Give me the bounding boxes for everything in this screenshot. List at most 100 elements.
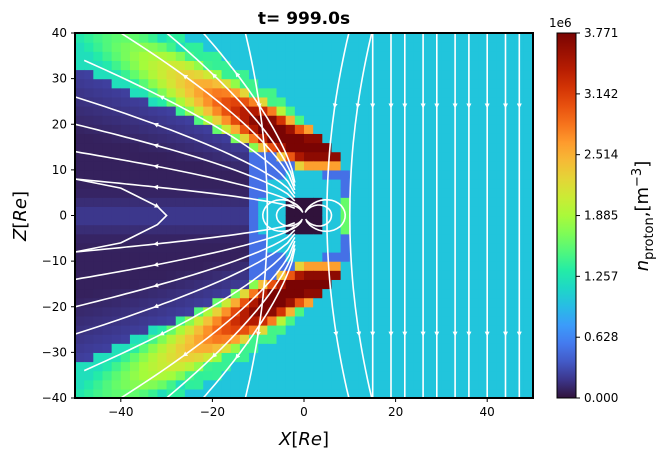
density-cell xyxy=(331,69,342,80)
streamline xyxy=(74,178,168,253)
density-cell xyxy=(203,270,213,280)
density-cell xyxy=(120,106,131,116)
density-cell xyxy=(75,60,85,71)
density-cell xyxy=(423,133,433,144)
density-cell xyxy=(75,252,85,262)
density-cell xyxy=(157,306,168,317)
density-cell xyxy=(267,352,278,363)
density-cell xyxy=(221,60,232,71)
density-cell xyxy=(505,261,516,271)
density-cell xyxy=(358,124,369,134)
density-cell xyxy=(102,188,113,198)
density-cell xyxy=(230,288,241,299)
density-cell xyxy=(413,179,424,189)
density-cell xyxy=(294,370,305,381)
density-cell xyxy=(212,206,223,217)
density-cell xyxy=(496,370,507,381)
density-cell xyxy=(478,224,488,235)
density-cell xyxy=(239,224,250,235)
density-cell xyxy=(395,151,406,162)
density-cell xyxy=(184,179,195,189)
density-cell xyxy=(459,252,470,262)
density-cell xyxy=(120,306,131,317)
density-cell xyxy=(304,142,314,153)
density-cell xyxy=(239,42,250,52)
density-cell xyxy=(423,233,433,244)
streamline xyxy=(74,96,296,198)
density-cell xyxy=(221,224,232,235)
density-cell xyxy=(377,133,388,144)
density-cell xyxy=(340,242,351,253)
density-cell xyxy=(478,343,488,353)
density-cell xyxy=(175,261,186,271)
density-cell xyxy=(478,206,488,217)
density-cell xyxy=(129,60,140,71)
density-cell xyxy=(358,78,369,89)
density-cell xyxy=(331,51,342,61)
density-cell xyxy=(313,124,323,134)
density-cell xyxy=(102,133,113,144)
density-cell xyxy=(75,87,85,98)
density-cell xyxy=(459,206,470,217)
density-cell xyxy=(212,343,223,353)
density-cell xyxy=(93,188,104,198)
density-cell xyxy=(230,388,241,399)
density-cell xyxy=(322,142,333,153)
density-cell xyxy=(413,96,424,107)
density-cell xyxy=(148,179,159,189)
density-cell xyxy=(487,78,497,89)
density-cell xyxy=(505,142,516,153)
density-cell xyxy=(230,261,241,271)
density-cell xyxy=(441,379,452,390)
density-cell xyxy=(84,179,94,189)
density-cell xyxy=(496,188,507,198)
density-cell xyxy=(221,106,232,116)
density-cell xyxy=(102,224,113,235)
density-cell xyxy=(184,60,195,71)
density-cell xyxy=(194,242,204,253)
density-cell xyxy=(313,87,323,98)
density-cell xyxy=(175,151,186,162)
density-cell xyxy=(129,188,140,198)
density-cell xyxy=(313,325,323,335)
density-cell xyxy=(478,160,488,171)
density-cell xyxy=(184,242,195,253)
density-cell xyxy=(496,33,507,43)
density-cell xyxy=(230,42,241,52)
density-cell xyxy=(395,188,406,198)
density-cell xyxy=(468,224,479,235)
density-cell xyxy=(84,252,94,262)
density-cell xyxy=(102,325,113,335)
density-cell xyxy=(294,151,305,162)
density-cell xyxy=(441,215,452,226)
density-cell xyxy=(102,96,113,107)
density-cell xyxy=(358,215,369,226)
density-cell xyxy=(468,334,479,344)
density-cell xyxy=(349,51,360,61)
density-cell xyxy=(267,215,278,226)
density-cell xyxy=(478,60,488,71)
density-cell xyxy=(377,60,388,71)
density-cell xyxy=(313,297,323,308)
density-cell xyxy=(276,106,287,116)
density-cell xyxy=(148,325,159,335)
density-cell xyxy=(505,252,516,262)
density-cell xyxy=(75,270,85,280)
density-cell xyxy=(148,188,159,198)
density-cell xyxy=(75,388,85,399)
density-cell xyxy=(184,215,195,226)
density-cell xyxy=(285,96,296,107)
density-cell xyxy=(166,42,177,52)
density-cell xyxy=(102,142,113,153)
density-cell xyxy=(267,69,278,80)
density-cell xyxy=(230,197,241,207)
density-cell xyxy=(413,33,424,43)
density-cell xyxy=(487,133,497,144)
density-cell xyxy=(404,179,415,189)
density-cell xyxy=(221,252,232,262)
density-cell xyxy=(258,279,268,290)
density-cell xyxy=(194,334,204,344)
density-cell xyxy=(423,197,433,207)
chart-title: t= 999.0s xyxy=(258,9,350,29)
